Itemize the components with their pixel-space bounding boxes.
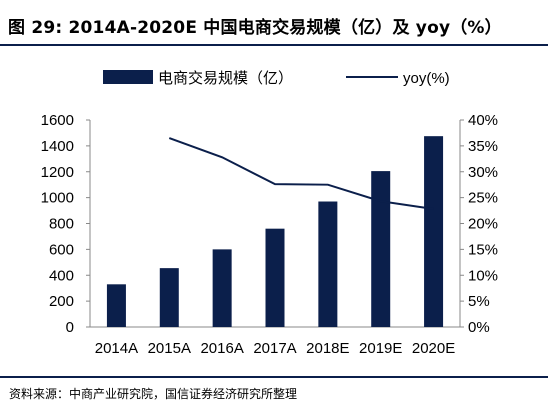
y-right-tick-label: 30% (468, 164, 498, 181)
y-left-tick-label: 800 (49, 216, 74, 233)
figure-title: 图 29: 2014A-2020E 中国电商交易规模（亿）及 yoy（%） (8, 18, 502, 38)
bar-2018E (318, 201, 338, 327)
bar-2017A (265, 228, 285, 327)
y-right-tick-label: 0% (468, 319, 490, 336)
y-right-tick-label: 25% (468, 190, 498, 207)
y-left-tick-label: 1600 (41, 112, 74, 129)
bar-2014A (106, 284, 126, 327)
x-tick-label: 2016A (200, 340, 243, 357)
y-right-tick-label: 5% (468, 293, 490, 310)
y-right-tick-label: 40% (468, 112, 498, 129)
y-right-tick-label: 20% (468, 216, 498, 233)
x-tick-label: 2019E (359, 340, 402, 357)
yoy-line (168, 137, 434, 210)
y-left-tick-label: 1400 (41, 138, 74, 155)
y-left-tick-label: 1200 (41, 164, 74, 181)
legend-line-label: yoy(%) (403, 70, 450, 87)
bar-2015A (159, 268, 179, 327)
x-tick-label: 2014A (95, 340, 138, 357)
y-left-tick-label: 1000 (41, 190, 74, 207)
x-tick-label: 2018E (306, 340, 349, 357)
y-left-tick-label: 200 (49, 293, 74, 310)
combo-chart: 0 200 400 600 800 1000 1200 1400 1600 0% 5% 10% 15% 2… (41, 69, 498, 357)
bar-2019E (371, 171, 391, 327)
x-tick-label: 2017A (253, 340, 296, 357)
y-right-tick-label: 10% (468, 267, 498, 284)
y-right-tick-label: 35% (468, 138, 498, 155)
y-left-tick-label: 600 (49, 241, 74, 258)
y-left-tick-label: 0 (66, 319, 74, 336)
source-divider (0, 376, 548, 378)
bar-2016A (212, 249, 232, 327)
x-tick-label: 2015A (148, 340, 191, 357)
y-right-tick-label: 15% (468, 241, 498, 258)
x-tick-label: 2020E (412, 340, 455, 357)
bar-2020E (424, 136, 444, 327)
legend-bar-swatch (103, 70, 153, 84)
title-divider (0, 44, 548, 46)
y-left-tick-label: 400 (49, 267, 74, 284)
legend-bar-label: 电商交易规模（亿） (158, 69, 293, 87)
source-note: 资料来源：中商产业研究院，国信证券经济研究所整理 (9, 387, 298, 401)
